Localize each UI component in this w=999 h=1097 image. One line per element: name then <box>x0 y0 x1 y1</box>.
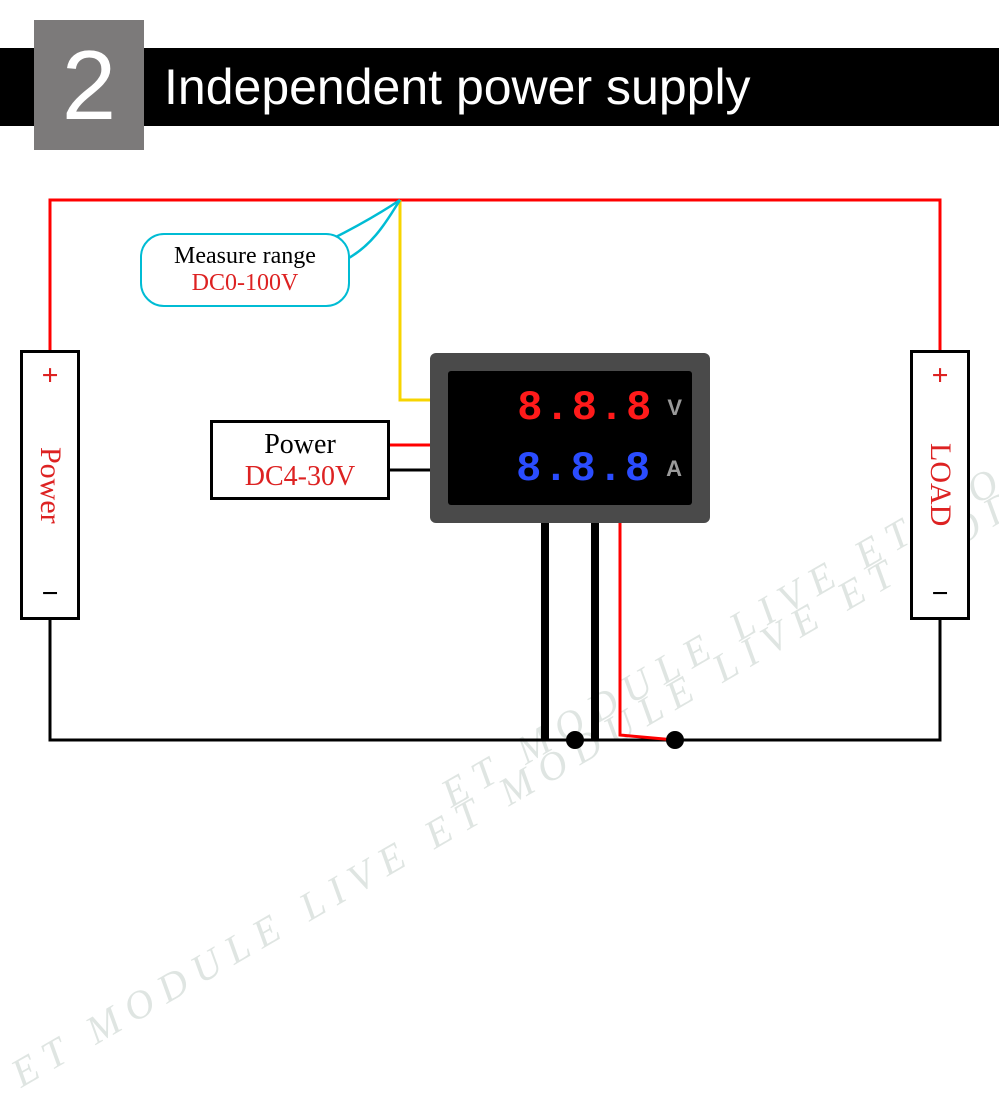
power-source: + Power − <box>20 350 80 620</box>
page-title: Independent power supply <box>144 58 751 116</box>
voltage-unit: V <box>667 395 682 421</box>
current-row: 8.8.8 A <box>458 445 682 493</box>
power-box-line2: DC4-30V <box>227 461 373 493</box>
current-reading: 8.8.8 <box>516 445 652 493</box>
load-label: LOAD <box>923 443 957 526</box>
voltage-row: 8.8.8 V <box>458 384 682 432</box>
step-number: 2 <box>62 29 117 142</box>
current-unit: A <box>666 456 682 482</box>
step-number-badge: 2 <box>34 20 144 150</box>
terminal-minus: − <box>931 577 948 611</box>
callout-line1: Measure range <box>160 243 330 270</box>
header-bar: Independent power supply <box>0 48 999 126</box>
terminal-plus: + <box>931 359 948 393</box>
terminal-plus: + <box>41 359 58 393</box>
terminal-minus: − <box>41 577 58 611</box>
power-box-line1: Power <box>227 429 373 461</box>
power-input-box: Power DC4-30V <box>210 420 390 500</box>
voltage-reading: 8.8.8 <box>517 384 653 432</box>
callout-line2: DC0-100V <box>160 270 330 297</box>
measure-range-callout: Measure range DC0-100V <box>140 233 350 307</box>
volt-amp-meter: 8.8.8 V 8.8.8 A <box>430 353 710 523</box>
power-source-label: Power <box>33 447 67 524</box>
meter-screen: 8.8.8 V 8.8.8 A <box>448 371 692 505</box>
load: + LOAD − <box>910 350 970 620</box>
